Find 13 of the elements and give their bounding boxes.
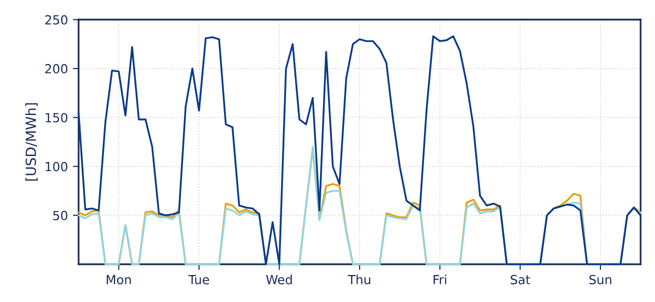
x-tick-label: Sun: [589, 274, 612, 284]
x-tick-label: Thu: [348, 274, 370, 284]
y-tick-label: 250: [45, 15, 68, 25]
x-tick-label: Tue: [188, 275, 210, 284]
x-tick-label: Fri: [434, 274, 446, 284]
y-tick-label: 50: [53, 210, 68, 220]
x-tick-label: Wed: [266, 274, 292, 284]
x-tick-label: Mon: [106, 275, 131, 284]
y-tick-label: 100: [46, 162, 68, 172]
y-axis-title: [USD/MWh]: [25, 103, 38, 181]
y-tick-label: 150: [46, 112, 68, 122]
y-tick-label: 200: [45, 64, 68, 74]
x-tick-label: Sat: [510, 274, 530, 284]
